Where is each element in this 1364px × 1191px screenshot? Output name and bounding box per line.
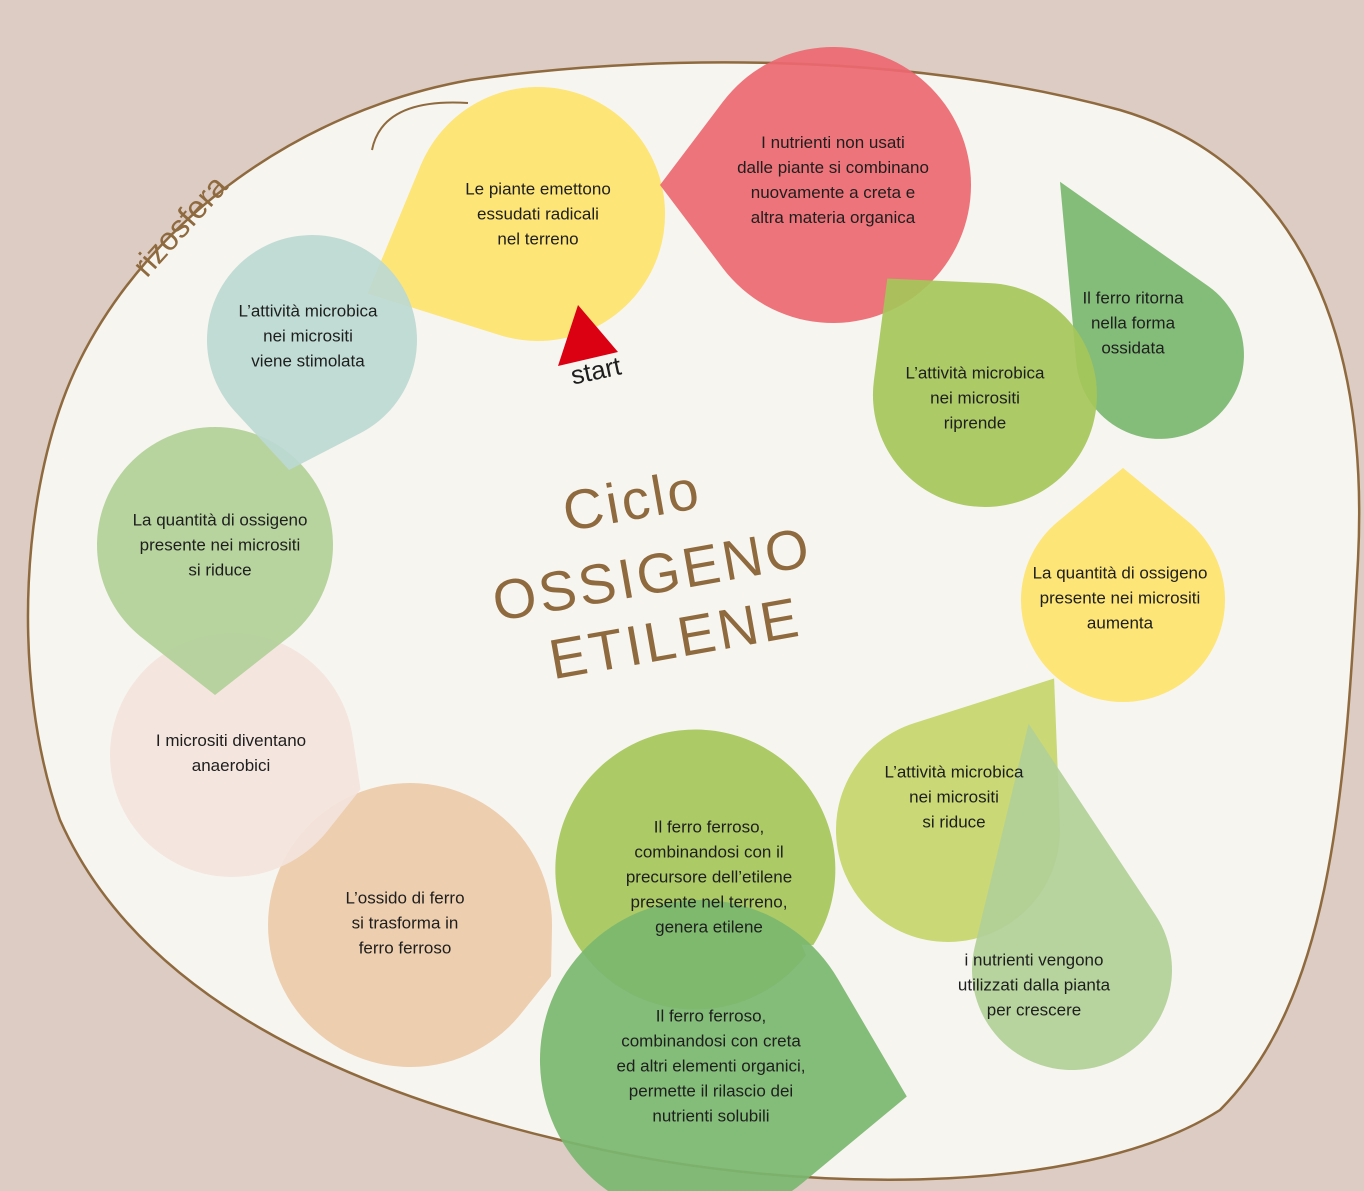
rhizosphere-stem [371, 101, 469, 151]
step-label-13: L’attività microbica nei micrositi viene… [238, 301, 378, 371]
step-label-3: Il ferro ritorna nella forma ossidata [1082, 288, 1184, 358]
cycle-drop-12 [97, 427, 334, 695]
cycle-drop-3 [1060, 181, 1244, 439]
step-label-4: L’attività microbica nei micrositi ripre… [905, 363, 1045, 433]
step-label-8: Il ferro ferroso, combinandosi con il pr… [625, 817, 793, 937]
step-label-10: L’ossido di ferro si trasforma in ferro … [345, 888, 465, 958]
start-arrow-icon [558, 305, 618, 366]
step-label-12: La quantità di ossigeno presente nei mic… [132, 510, 308, 580]
step-label-1: Le piante emettono essudati radicali nel… [465, 179, 611, 249]
cycle-drop-10 [268, 783, 553, 1068]
cycle-drops [97, 47, 1244, 1191]
cycle-drop-5 [1021, 468, 1225, 703]
cycle-drop-11 [110, 632, 361, 877]
step-label-9: Il ferro ferroso, combinandosi con creta… [616, 1006, 806, 1126]
step-label-2: I nutrienti non usati dalle piante si co… [737, 133, 929, 227]
step-label-6: L’attività microbica nei micrositi si ri… [884, 762, 1024, 832]
step-label-7: i nutrienti vengono utilizzati dalla pia… [957, 950, 1111, 1020]
cycle-drop-9 [540, 900, 907, 1191]
step-label-11: I micrositi diventano anaerobici [155, 731, 307, 775]
cycle-drop-1 [367, 86, 666, 341]
cycle-drop-7 [971, 723, 1172, 1071]
step-label-5: La quantità di ossigeno presente nei mic… [1032, 563, 1208, 633]
cycle-drop-4 [872, 278, 1097, 507]
cycle-drop-2 [660, 47, 971, 324]
cycle-drop-13 [206, 235, 417, 470]
